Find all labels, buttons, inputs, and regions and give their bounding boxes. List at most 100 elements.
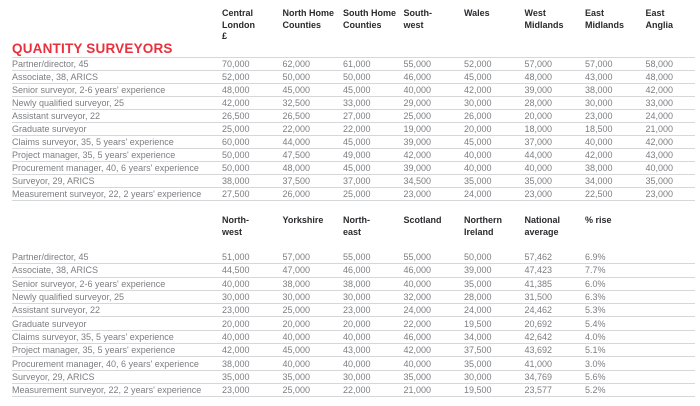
salary-cell: 40,000 (524, 163, 553, 173)
salary-table-1-header-row: QUANTITY SURVEYORS Central London £ North… (12, 8, 695, 57)
region-column-header: % rise (585, 215, 612, 225)
salary-cell: 58,000 (645, 59, 674, 69)
salary-cell: 33,000 (343, 98, 371, 108)
salary-cell: 50,000 (343, 72, 371, 82)
region-column-header: Scotland (403, 215, 442, 225)
row-label: Surveyor, 29, ARICS (12, 176, 95, 186)
salary-cell: 23,000 (403, 189, 432, 199)
salary-cell: 46,000 (403, 265, 432, 276)
table-row: Project manager, 35, 5 years' experience… (12, 344, 695, 358)
salary-cell: 43,692 (524, 345, 553, 356)
row-label: Claims surveyor, 35, 5 years' experience (12, 137, 174, 147)
salary-cell: 45,000 (343, 85, 371, 95)
salary-cell: 43,000 (343, 345, 371, 356)
table-row: Newly qualified surveyor, 25 42,000 32,500… (12, 97, 695, 110)
salary-cell: 22,000 (343, 385, 371, 396)
salary-cell: 47,000 (282, 265, 311, 276)
region-column-header: Wales (464, 8, 490, 18)
salary-cell: 26,000 (282, 189, 311, 199)
row-label: Claims surveyor, 35, 5 years' experience (12, 331, 174, 342)
region-column-header: Yorkshire (282, 215, 324, 225)
salary-cell: 23,000 (222, 305, 250, 316)
salary-cell: 40,000 (403, 358, 432, 369)
salary-cell: 25,000 (403, 111, 432, 121)
salary-cell: 5.3% (585, 305, 606, 316)
salary-cell: 3.0% (585, 358, 606, 369)
table-row: Claims surveyor, 35, 5 years' experience… (12, 331, 695, 345)
salary-cell: 45,000 (282, 345, 311, 356)
salary-cell: 22,000 (282, 124, 311, 134)
salary-cell: 5.2% (585, 385, 606, 396)
salary-cell: 18,500 (585, 124, 613, 134)
salary-cell: 19,500 (464, 385, 492, 396)
salary-cell: 25,000 (282, 305, 311, 316)
salary-cell: 51,000 (222, 252, 250, 263)
salary-cell: 21,000 (403, 385, 432, 396)
salary-cell: 30,000 (222, 292, 250, 303)
salary-cell: 28,000 (524, 98, 553, 108)
salary-cell: 40,000 (222, 331, 250, 342)
table-row: Graduate surveyor 25,000 22,000 22,000 19,00… (12, 123, 695, 136)
salary-cell: 57,000 (282, 252, 311, 263)
salary-cell: 35,000 (222, 371, 250, 382)
page-title: QUANTITY SURVEYORS (12, 40, 173, 56)
salary-cell: 34,000 (585, 176, 613, 186)
salary-cell: 42,000 (403, 150, 432, 160)
region-column-header: Northern Ireland (464, 215, 502, 237)
salary-cell: 30,000 (585, 98, 613, 108)
salary-cell: 34,500 (403, 176, 432, 186)
salary-cell: 42,000 (222, 345, 250, 356)
salary-cell: 45,000 (464, 137, 492, 147)
salary-cell: 5.6% (585, 371, 606, 382)
row-label: Partner/director, 45 (12, 59, 89, 69)
salary-cell: 5.1% (585, 345, 606, 356)
salary-table-south-regions: QUANTITY SURVEYORS Central London £ North… (12, 8, 695, 201)
table-row: Measurement surveyor, 22, 2 years' exper… (12, 188, 695, 201)
salary-cell: 31,500 (524, 292, 553, 303)
salary-cell: 61,000 (343, 59, 371, 69)
salary-cell: 30,000 (464, 371, 492, 382)
salary-cell: 22,000 (403, 318, 432, 329)
salary-cell: 40,000 (464, 163, 492, 173)
table-row: Claims surveyor, 35, 5 years' experience… (12, 136, 695, 149)
row-label: Senior surveyor, 2-6 years' experience (12, 278, 166, 289)
table-row: Partner/director, 45 51,000 57,000 55,000 55… (12, 251, 695, 265)
salary-cell: 44,000 (282, 137, 311, 147)
salary-cell: 52,000 (464, 59, 492, 69)
region-column-header: East Anglia (645, 8, 674, 30)
salary-cell: 24,000 (403, 305, 432, 316)
salary-cell: 62,000 (282, 59, 311, 69)
region-column-header: South- west (403, 8, 433, 30)
table-row: Project manager, 35, 5 years' experience… (12, 149, 695, 162)
salary-cell: 44,500 (222, 265, 250, 276)
salary-cell: 22,500 (585, 189, 613, 199)
salary-cell: 40,000 (403, 278, 432, 289)
region-column-header: South Home Counties (343, 8, 396, 30)
salary-cell: 50,000 (282, 72, 311, 82)
row-label: Newly qualified surveyor, 25 (12, 98, 125, 108)
salary-cell: 40,000 (222, 278, 250, 289)
salary-cell: 42,000 (645, 85, 674, 95)
salary-cell: 43,000 (645, 150, 674, 160)
salary-cell: 50,000 (222, 150, 250, 160)
salary-cell: 39,000 (403, 137, 432, 147)
row-label: Assistant surveyor, 22 (12, 111, 101, 121)
salary-cell: 20,000 (343, 318, 371, 329)
row-label: Graduate surveyor (12, 124, 87, 134)
salary-cell: 26,500 (222, 111, 250, 121)
salary-cell: 7.7% (585, 265, 606, 276)
salary-cell: 18,000 (524, 124, 553, 134)
salary-cell: 37,000 (343, 176, 371, 186)
region-column-header: East Midlands (585, 8, 625, 30)
salary-cell: 38,000 (282, 278, 311, 289)
row-label: Project manager, 35, 5 years' experience (12, 150, 176, 160)
row-label: Associate, 38, ARICS (12, 265, 99, 276)
salary-cell: 23,000 (645, 189, 674, 199)
salary-cell: 46,000 (403, 72, 432, 82)
salary-cell: 50,000 (464, 252, 492, 263)
salary-cell: 38,000 (222, 176, 250, 186)
salary-cell: 39,000 (403, 163, 432, 173)
table-row: Assistant surveyor, 22 23,000 25,000 23,000… (12, 304, 695, 318)
salary-cell: 23,000 (222, 385, 250, 396)
salary-cell: 22,000 (343, 124, 371, 134)
